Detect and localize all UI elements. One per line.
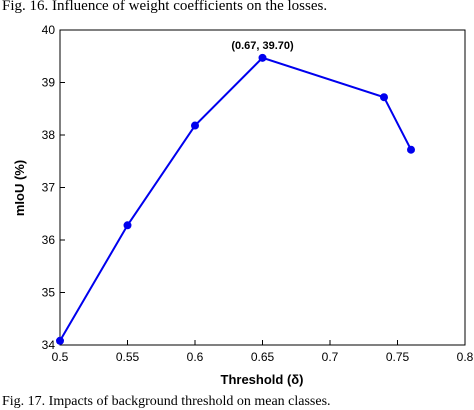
figure-caption-top: Fig. 16. Influence of weight coefficient… (2, 0, 328, 14)
y-tick-label: 40 (42, 23, 56, 37)
plot-frame (59, 29, 466, 346)
data-point (123, 221, 132, 230)
y-tick-label: 35 (42, 286, 56, 300)
y-tick-label: 38 (42, 128, 56, 142)
data-point (56, 336, 64, 345)
y-tick-label: 39 (42, 76, 56, 90)
x-tick-label: 0.6 (187, 350, 204, 364)
y-axis: 34 35 36 37 38 39 40 (42, 23, 65, 352)
y-tick-label: 37 (42, 181, 56, 195)
figure-caption-bottom: Fig. 17. Impacts of background threshold… (2, 394, 331, 409)
x-tick-label: 0.55 (116, 350, 140, 364)
x-axis: 0.5 0.55 0.6 0.65 0.7 0.75 0.8 (52, 340, 474, 364)
peak-annotation: (0.67, 39.70) (231, 40, 294, 52)
x-tick-label: 0.65 (251, 350, 275, 364)
x-axis-title: Threshold (δ) (221, 372, 304, 387)
y-axis-title: mIoU (%) (12, 160, 27, 216)
x-tick-label: 0.5 (52, 350, 69, 364)
x-tick-label: 0.8 (457, 350, 474, 364)
data-point (191, 121, 199, 130)
y-tick-label: 36 (42, 233, 56, 247)
x-tick-label: 0.75 (386, 350, 410, 364)
series-line (59, 56, 412, 342)
data-point (407, 145, 415, 154)
x-tick-label: 0.7 (322, 350, 339, 364)
y-tick-label: 34 (42, 338, 56, 352)
data-markers (56, 53, 415, 345)
data-point (258, 53, 267, 62)
data-point (380, 93, 388, 102)
